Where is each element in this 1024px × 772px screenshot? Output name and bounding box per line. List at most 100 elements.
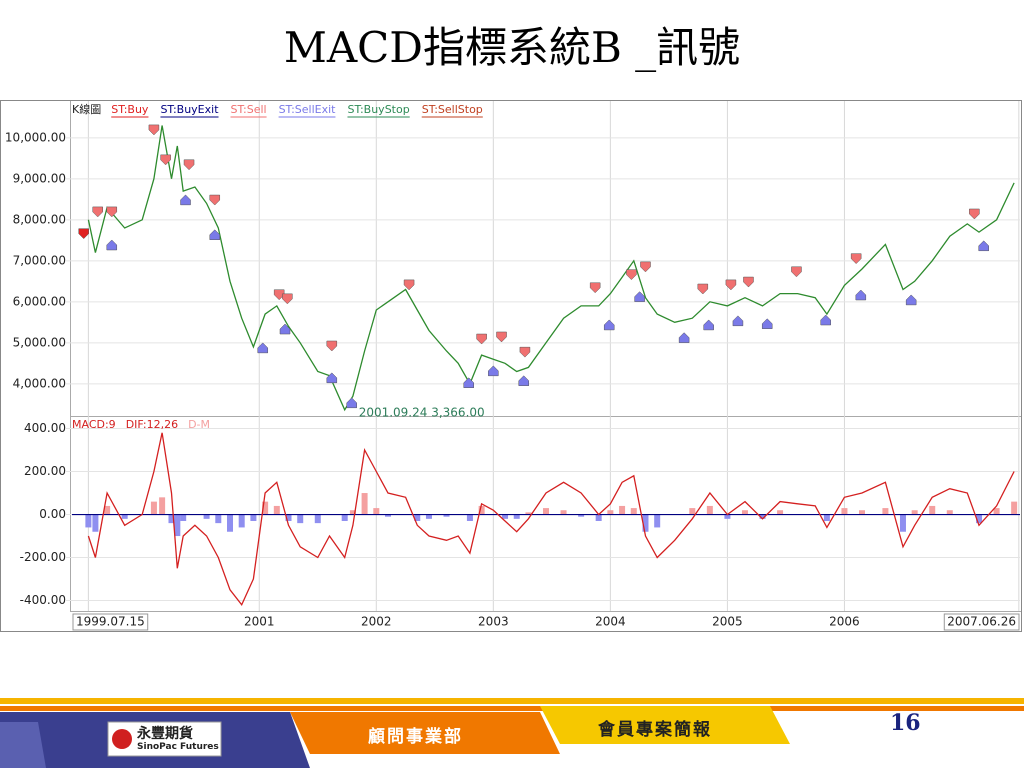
histogram-bar <box>297 514 304 524</box>
histogram-bar <box>443 514 450 517</box>
legend-entry: ST:BuyStop <box>347 103 409 116</box>
department: 顧問事業部 <box>368 727 463 747</box>
price-line <box>87 125 1015 412</box>
legend-entry: ST:BuyExit <box>160 103 219 116</box>
signal-marker <box>626 269 637 281</box>
histogram-bar <box>361 493 368 515</box>
signal-marker <box>978 240 989 252</box>
x-tick-label: 2002 <box>361 615 392 629</box>
y-tick-label: 9,000.00 <box>13 171 66 185</box>
logo-cn: 永豐期貨 <box>137 726 193 742</box>
legend-entry: DIF:12,26 <box>126 418 178 431</box>
y-tick-label: -200.00 <box>20 550 66 564</box>
annotation: 2001.09.24 3,366.00 <box>359 405 485 419</box>
histogram-bar <box>227 514 233 532</box>
signal-marker <box>273 289 285 301</box>
signal-marker <box>496 331 507 343</box>
x-tick-box <box>72 613 149 631</box>
chart-frame <box>0 100 1022 632</box>
histogram-bar <box>689 508 696 515</box>
histogram-bar <box>180 514 187 521</box>
histogram-bar <box>250 514 257 521</box>
histogram-bar <box>724 514 731 519</box>
histogram-bar <box>349 510 356 515</box>
y-tick-label: -400.00 <box>20 593 66 607</box>
logo-en: SinoPac Futures <box>137 742 219 752</box>
histogram-bar <box>85 514 92 528</box>
signal-marker <box>106 206 118 218</box>
signal-marker <box>519 346 531 358</box>
y-tick-label: 7,000.00 <box>13 253 66 267</box>
legend-entry: ST:Sell <box>231 103 267 116</box>
histogram-bar <box>385 514 391 517</box>
signal-marker <box>678 332 690 343</box>
signal-marker <box>791 266 802 278</box>
signal-marker <box>92 206 103 218</box>
histogram-bar <box>911 510 918 515</box>
histogram-bar <box>859 510 865 515</box>
histogram-bar <box>1011 501 1018 515</box>
histogram-bar <box>121 514 128 519</box>
x-tick-label: 2001 <box>244 615 275 629</box>
y-tick-label: 4,000.00 <box>13 376 66 390</box>
legend-entry: D-M <box>188 418 210 431</box>
y-tick-label: 0.00 <box>39 507 66 521</box>
footer: 永豐期貨 SinoPac Futures 顧問事業部 會員專案簡報 16 <box>0 698 1024 768</box>
section: 會員專案簡報 <box>598 720 712 740</box>
histogram-bar <box>560 510 567 515</box>
x-tick-label: 2006 <box>829 615 860 629</box>
histogram-bar <box>823 514 830 521</box>
y-tick-label: 6,000.00 <box>13 294 66 308</box>
signal-marker <box>160 154 171 166</box>
legend-entry: ST:SellExit <box>279 103 337 116</box>
x-tick-label: 2003 <box>478 615 509 629</box>
histogram-bar <box>92 514 99 532</box>
histogram-bar <box>642 514 649 532</box>
histogram-bar <box>929 505 936 515</box>
y-tick-label: 400.00 <box>24 421 66 435</box>
signal-marker <box>850 253 862 265</box>
histogram-bar <box>159 497 166 515</box>
page-number: 16 <box>890 710 921 736</box>
histogram-bar <box>262 501 269 515</box>
x-tick-label: 2004 <box>595 615 626 629</box>
x-tick-box <box>943 613 1020 631</box>
histogram-bar <box>777 510 784 515</box>
histogram-bar <box>706 505 713 515</box>
x-tick-label: 1999.07.15 <box>76 615 145 629</box>
histogram-bar <box>168 514 175 524</box>
signal-marker <box>820 314 831 326</box>
histogram-bar <box>203 514 210 519</box>
signal-marker <box>697 283 709 295</box>
chart: 1999.07.15 2001 2002 2003 2004 2005 2006 2007.0… <box>0 100 1022 632</box>
signal-marker <box>346 397 357 409</box>
signal-marker <box>257 342 269 354</box>
histogram-bar <box>525 512 532 515</box>
histogram-bar <box>174 514 181 537</box>
signal-marker <box>403 279 415 291</box>
signal-marker <box>488 365 499 377</box>
signal-marker <box>855 289 867 301</box>
signal-marker <box>634 291 645 302</box>
signal-marker <box>589 282 601 294</box>
histogram-bar <box>899 514 906 532</box>
legend-entry: ST:SellStop <box>422 103 483 116</box>
signal-marker <box>603 319 615 331</box>
signal-marker <box>279 323 291 335</box>
signal-marker <box>732 315 744 327</box>
histogram-bar <box>285 514 292 521</box>
histogram-bar <box>425 514 432 519</box>
histogram-bar <box>741 510 748 515</box>
histogram-bar <box>578 514 585 517</box>
y-tick-label: 5,000.00 <box>13 335 66 349</box>
histogram-bar <box>619 505 626 515</box>
histogram-bar <box>654 514 661 528</box>
dif-line <box>87 432 1015 607</box>
histogram-bar <box>373 508 380 515</box>
histogram-bar <box>215 514 222 524</box>
signal-marker <box>761 318 773 329</box>
slide-title: MACD指標系統B _訊號 <box>283 23 741 72</box>
signal-marker <box>78 228 89 240</box>
signal-marker <box>183 159 195 171</box>
